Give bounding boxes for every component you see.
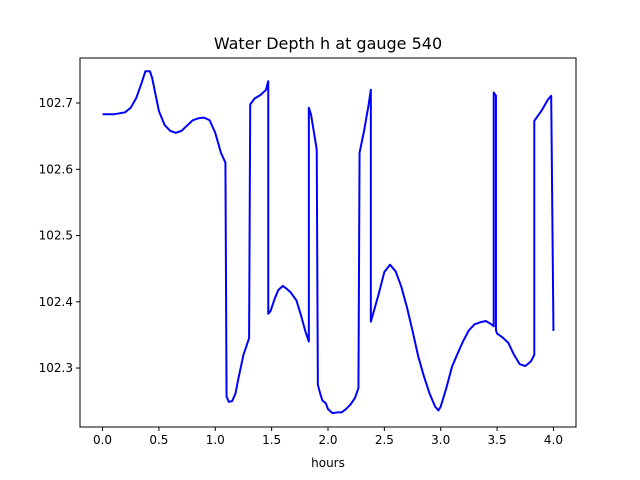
x-axis-ticks: 0.0 0.5 1.0 1.5 2.0 2.5 3.0 3.5 4.0 <box>93 427 563 447</box>
x-tick-label: 4.0 <box>544 433 563 447</box>
chart-title: Water Depth h at gauge 540 <box>214 34 442 53</box>
y-tick-label: 102.3 <box>39 361 73 375</box>
water-depth-series-line <box>102 70 555 415</box>
x-tick-label: 1.0 <box>206 433 225 447</box>
x-tick-label: 1.5 <box>262 433 281 447</box>
x-tick-label: 0.0 <box>93 433 112 447</box>
y-tick-label: 102.4 <box>39 295 73 309</box>
x-tick-label: 3.5 <box>488 433 507 447</box>
plot-area-frame <box>79 57 577 428</box>
x-axis-label: hours <box>311 456 345 470</box>
y-tick-label: 102.7 <box>39 96 73 110</box>
x-tick-label: 2.5 <box>375 433 394 447</box>
y-axis-ticks: 102.3 102.4 102.5 102.6 102.7 <box>39 96 80 375</box>
x-tick-label: 3.0 <box>431 433 450 447</box>
x-tick-label: 2.0 <box>318 433 337 447</box>
x-tick-label: 0.5 <box>149 433 168 447</box>
y-tick-label: 102.5 <box>39 229 73 243</box>
y-tick-label: 102.6 <box>39 162 73 176</box>
